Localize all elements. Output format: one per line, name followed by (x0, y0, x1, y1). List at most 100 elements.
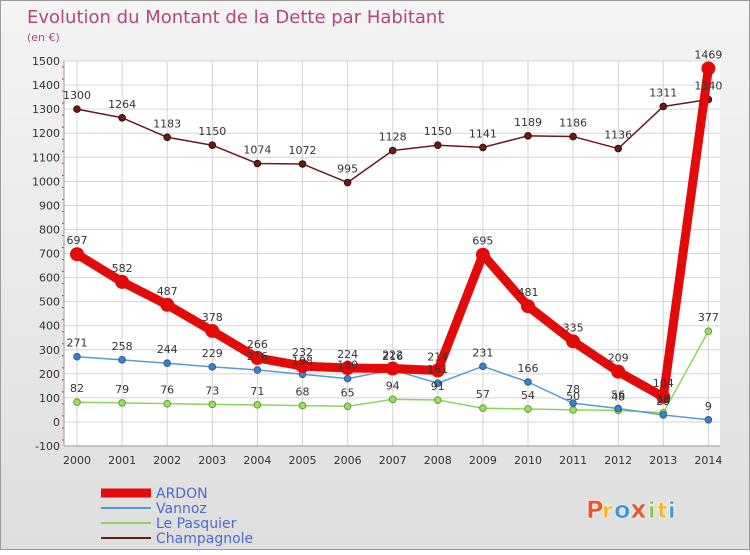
data-point-ardon (160, 297, 175, 312)
data-point-champagnole (524, 132, 532, 140)
y-tick-label: 800 (39, 223, 60, 236)
data-label-le-pasquier: 79 (115, 383, 129, 396)
data-point-ardon (115, 274, 130, 289)
x-tick-label: 2014 (694, 454, 722, 467)
data-point-ardon (205, 323, 220, 338)
data-point-champagnole (73, 105, 81, 113)
data-label-ardon: 487 (157, 285, 178, 298)
data-point-vannoz (659, 411, 668, 419)
data-label-vannoz: 231 (472, 346, 493, 359)
x-tick-label: 2008 (424, 454, 452, 467)
y-tick-label: 1400 (32, 79, 60, 92)
data-label-vannoz: 56 (611, 388, 625, 401)
data-label-le-pasquier: 50 (566, 390, 580, 403)
data-point-vannoz (118, 356, 126, 364)
y-tick-label: 400 (39, 320, 60, 333)
y-tick-label: 1300 (32, 103, 60, 116)
y-tick-label: -100 (35, 440, 60, 453)
data-point-ardon (430, 363, 445, 378)
data-label-le-pasquier: 71 (250, 385, 264, 398)
data-point-le-pasquier (388, 395, 397, 404)
data-point-ardon (566, 334, 581, 349)
data-label-vannoz: 78 (566, 383, 580, 396)
data-point-le-pasquier (524, 405, 532, 413)
proxiti-logo: Pr o x i t i (586, 495, 676, 526)
data-point-vannoz (524, 378, 532, 386)
chart-title: Evolution du Montant de la Dette par Hab… (27, 7, 444, 28)
data-point-vannoz (569, 399, 577, 407)
data-label-champagnole: 1340 (694, 80, 722, 93)
logo-letter: o (614, 496, 631, 524)
data-point-le-pasquier (343, 402, 352, 411)
x-tick-label: 2012 (604, 454, 632, 467)
y-tick-label: 0 (53, 416, 60, 429)
x-tick-label: 2013 (649, 454, 677, 467)
x-tick-label: 2006 (334, 454, 362, 467)
y-tick-label: 500 (39, 296, 60, 309)
data-label-champagnole: 1136 (604, 129, 632, 142)
logo-letter: t (657, 499, 668, 524)
y-tick-label: 200 (39, 368, 60, 381)
data-label-champagnole: 995 (337, 163, 358, 176)
data-label-le-pasquier: 377 (698, 311, 719, 324)
data-label-le-pasquier: 73 (205, 384, 219, 397)
data-label-ardon: 224 (337, 348, 358, 361)
x-tick-label: 2009 (469, 454, 497, 467)
data-label-champagnole: 1186 (559, 117, 587, 130)
data-label-vannoz: 161 (427, 363, 448, 376)
data-label-le-pasquier: 48 (611, 390, 625, 403)
x-tick-label: 2011 (559, 454, 587, 467)
data-point-ardon (70, 247, 84, 262)
data-point-ardon (656, 389, 671, 404)
data-point-champagnole (659, 102, 668, 111)
data-label-vannoz: 271 (67, 337, 88, 350)
data-label-ardon: 378 (202, 311, 223, 324)
data-point-champagnole (614, 144, 623, 153)
data-point-le-pasquier (479, 404, 487, 413)
data-label-champagnole: 1150 (424, 125, 452, 138)
data-point-vannoz (208, 363, 217, 371)
y-tick-label: 600 (39, 272, 60, 285)
x-tick-label: 2005 (289, 454, 317, 467)
data-point-le-pasquier (253, 401, 262, 409)
data-label-le-pasquier: 57 (476, 388, 490, 401)
data-label-le-pasquier: 94 (386, 379, 400, 392)
legend-label-ardon: ARDON (156, 486, 208, 502)
data-label-ardon: 214 (427, 350, 448, 363)
data-label-le-pasquier: 91 (431, 380, 445, 393)
data-point-le-pasquier (704, 327, 713, 336)
y-tick-label: 700 (39, 248, 60, 261)
data-labels: 1300 1264 1183 1150 1074 1072 995 1128 1150 1141 1… (63, 48, 722, 412)
data-point-champagnole (388, 146, 397, 155)
data-point-vannoz (434, 379, 442, 387)
data-point-le-pasquier (298, 401, 307, 410)
logo-letter: i (648, 499, 656, 524)
data-label-vannoz: 244 (157, 343, 178, 356)
y-tick-label: 300 (39, 344, 60, 357)
data-point-ardon (385, 361, 400, 376)
data-label-champagnole: 1072 (289, 144, 317, 157)
data-label-le-pasquier: 82 (70, 382, 84, 395)
data-label-champagnole: 1141 (469, 127, 497, 140)
data-label-le-pasquier: 68 (296, 386, 310, 399)
data-point-ardon (340, 361, 355, 376)
data-label-vannoz: 229 (202, 347, 223, 360)
data-point-vannoz (343, 374, 352, 383)
y-tick-label: 1200 (32, 127, 60, 140)
data-point-ardon (250, 350, 265, 365)
data-label-ardon: 481 (518, 286, 539, 299)
data-label-vannoz: 166 (518, 362, 539, 375)
data-label-ardon: 232 (292, 346, 313, 359)
data-label-vannoz: 180 (337, 359, 358, 372)
data-label-champagnole: 1300 (63, 89, 91, 102)
data-point-vannoz (704, 415, 713, 424)
data-point-le-pasquier (163, 399, 171, 408)
data-label-champagnole: 1189 (514, 116, 542, 129)
data-point-vannoz (614, 404, 623, 413)
x-tick-label: 2010 (514, 454, 542, 467)
data-label-le-pasquier: 65 (341, 386, 355, 399)
data-point-champagnole (253, 159, 262, 168)
data-point-le-pasquier (434, 396, 442, 404)
